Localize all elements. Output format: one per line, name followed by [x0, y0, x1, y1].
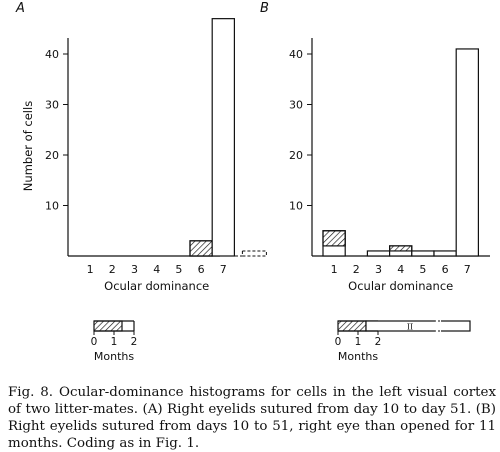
panel-label: B [260, 1, 269, 16]
x-tick-label: 5 [175, 263, 182, 276]
x-tick-label: 3 [131, 263, 138, 276]
dashed-bar [241, 250, 267, 257]
bar [433, 250, 457, 257]
x-tick-label: 7 [220, 263, 227, 276]
caption-text: Ocular-dominance histograms for cells in… [8, 385, 497, 451]
bar-hatched-segment [389, 245, 413, 252]
x-tick-label: 2 [353, 263, 360, 276]
x-axis-title: Ocular dominance [348, 279, 453, 293]
x-tick-label: 7 [464, 263, 471, 276]
y-tick-label: 20 [289, 149, 303, 162]
x-tick-label: 4 [153, 263, 160, 276]
timeline-tick-label: 0 [335, 336, 342, 348]
bar [211, 18, 235, 257]
timeline-tick-label: 2 [375, 336, 382, 348]
x-tick-label: 4 [397, 263, 404, 276]
bar-hatched-segment [322, 230, 346, 247]
x-tick-label: 1 [87, 263, 94, 276]
y-tick-label: 40 [45, 48, 59, 61]
x-tick-label: 3 [375, 263, 382, 276]
y-tick-label: 20 [45, 149, 59, 162]
y-axis-title: Number of cells [21, 101, 35, 191]
figure-caption: Fig. 8. Ocular-dominance histograms for c… [8, 384, 496, 452]
panel-b-histogram: B 10 20 30 40 1 2 3 4 5 6 7 Ocular dominance II 0 1 2 Mon… [260, 1, 490, 363]
bar [366, 250, 391, 257]
timeline-sutured-bar [93, 320, 123, 332]
bar [411, 250, 435, 257]
y-tick-label: 10 [289, 200, 303, 213]
caption-label: Fig. 8. [8, 385, 54, 400]
x-tick-label: 5 [419, 263, 426, 276]
x-axis-title: Ocular dominance [104, 279, 209, 293]
x-tick-label: 6 [198, 263, 205, 276]
y-tick-label: 30 [45, 99, 59, 112]
timeline-tick-label: 2 [131, 336, 138, 348]
y-tick-label: 10 [45, 200, 59, 213]
x-tick-label: 1 [331, 263, 338, 276]
y-tick-label: 30 [289, 99, 303, 112]
bar [455, 48, 480, 257]
panel-label: A [15, 1, 25, 16]
x-tick-label: 6 [442, 263, 449, 276]
bar-hatched-segment [189, 240, 213, 257]
x-tick-label: 2 [109, 263, 116, 276]
y-tick-label: 40 [289, 48, 303, 61]
timeline-tick-label: 1 [111, 336, 118, 348]
timeline-open-label: II [407, 323, 413, 332]
timeline-tick-label: 1 [355, 336, 362, 348]
timeline-sutured-bar [337, 320, 367, 332]
timeline-title: Months [94, 350, 134, 363]
timeline-title: Months [338, 350, 378, 363]
timeline-tick-label: 0 [91, 336, 98, 348]
timeline-open-bar [365, 320, 471, 332]
